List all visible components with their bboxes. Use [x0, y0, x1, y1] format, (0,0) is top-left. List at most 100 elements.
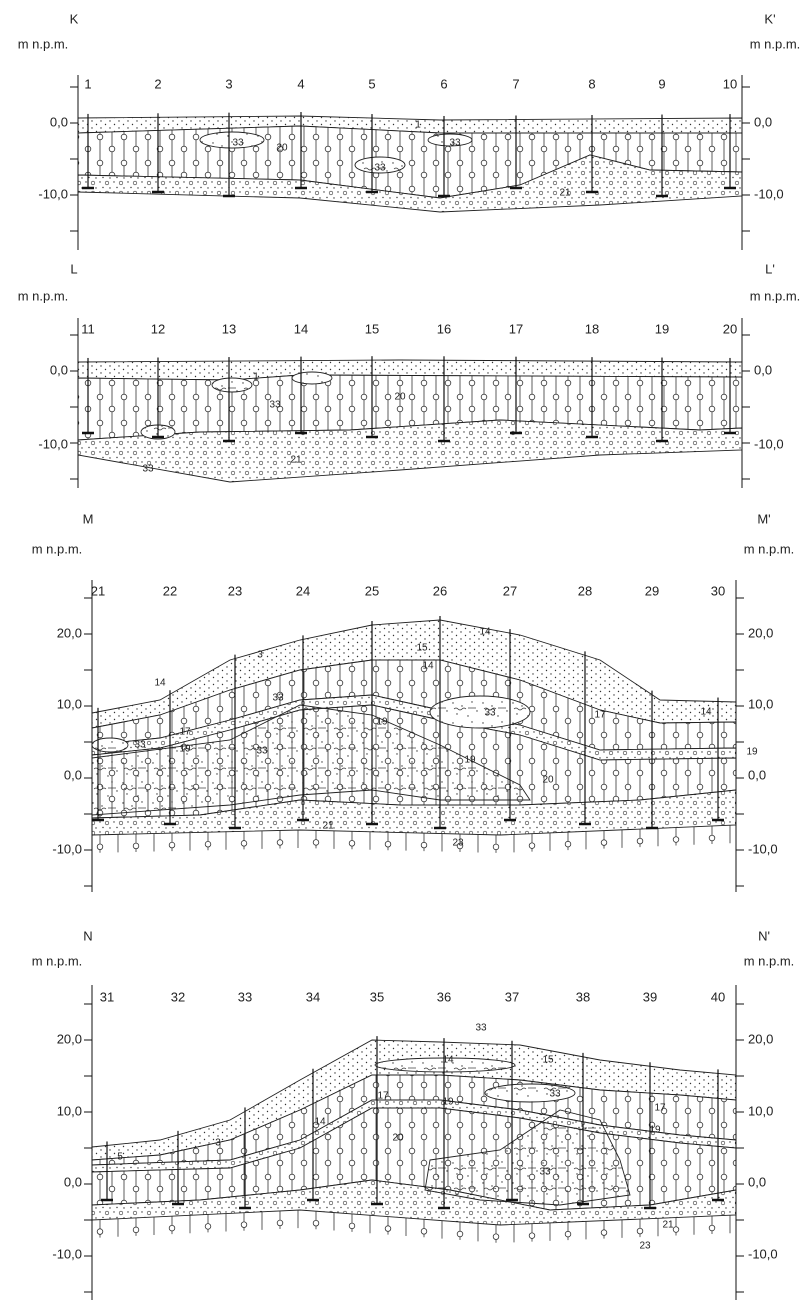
section-id: K [70, 11, 79, 26]
layer-23 [672, 1226, 680, 1233]
unit-label: m n.p.m. [750, 288, 801, 303]
layer-label: 19 [649, 1125, 661, 1136]
layer-label: 19 [464, 755, 476, 766]
borehole-number: 15 [365, 321, 379, 336]
sand-body [91, 704, 531, 816]
depth-label: 0,0 [754, 114, 772, 129]
layer-23 [240, 840, 248, 847]
layer-23 [276, 839, 284, 846]
borehole-number: 4 [297, 76, 304, 91]
borehole-number: 30 [711, 583, 725, 598]
section-id: K' [764, 11, 775, 26]
borehole-number: 10 [723, 76, 737, 91]
borehole-number: 34 [306, 989, 320, 1004]
section-id: M' [757, 511, 770, 526]
depth-label: -10,0 [52, 841, 82, 856]
unit-label: m n.p.m. [18, 36, 69, 51]
layer-23 [384, 1225, 392, 1232]
layer-label: 19 [376, 717, 388, 728]
section-id: N' [758, 928, 770, 943]
borehole-number: 36 [437, 989, 451, 1004]
layer-23 [312, 839, 320, 846]
borehole-number: 21 [91, 583, 105, 598]
layer-23 [204, 1223, 212, 1230]
layer-23 [708, 834, 716, 842]
layer-label: 19 [179, 744, 191, 755]
layer-label: 33 [475, 1023, 487, 1034]
layer-label: 3 [257, 650, 263, 661]
depth-label: 0,0 [64, 1174, 82, 1189]
layer-label: 33 [269, 400, 281, 411]
layer-23 [708, 1224, 716, 1232]
unit-label: m n.p.m. [744, 541, 795, 556]
borehole-number: 32 [171, 989, 185, 1004]
layer-23 [492, 843, 500, 851]
layer-label: 14 [314, 1117, 326, 1128]
borehole-number: 14 [294, 321, 308, 336]
layer-label: 20 [276, 143, 288, 154]
layer-23 [312, 1219, 320, 1227]
borehole-number: 6 [440, 76, 447, 91]
borehole-number: 22 [163, 583, 177, 598]
layer-label: 20 [542, 775, 554, 786]
depth-label: -10,0 [754, 186, 784, 201]
layer-label: 17 [594, 710, 606, 721]
depth-label: 20,0 [57, 625, 82, 640]
layer-23 [420, 1228, 428, 1235]
section-id: L' [765, 261, 775, 276]
depth-label: -10,0 [38, 186, 68, 201]
layer-23 [96, 1228, 104, 1235]
depth-label: 10,0 [748, 696, 773, 711]
borehole-number: 13 [222, 321, 236, 336]
layer-23 [492, 1233, 500, 1240]
layer-label: 33 [232, 138, 244, 149]
layer-label: 33 [272, 693, 284, 704]
layer-label: 21 [662, 1220, 674, 1231]
layer-23 [168, 841, 176, 849]
borehole-number: 19 [655, 321, 669, 336]
depth-label: 10,0 [57, 1103, 82, 1118]
layer-label: 33 [142, 464, 154, 475]
section-id: N [83, 928, 92, 943]
section-id: M [83, 511, 94, 526]
depth-label: -10,0 [38, 436, 68, 451]
depth-label: 0,0 [64, 767, 82, 782]
depth-label: 10,0 [57, 696, 82, 711]
depth-label: 20,0 [748, 1031, 773, 1046]
layer-23 [384, 841, 392, 848]
borehole-number: 9 [658, 76, 665, 91]
layer-label: 17 [377, 1091, 389, 1102]
borehole-number: 40 [711, 989, 725, 1004]
layer-23 [96, 843, 104, 851]
borehole-number: 5 [368, 76, 375, 91]
depth-label: -10,0 [748, 841, 778, 856]
borehole-number: 7 [512, 76, 519, 91]
layer-23 [564, 1230, 572, 1238]
layer-23 [456, 1230, 464, 1238]
layer-label: 19 [442, 1097, 454, 1108]
sand-body [424, 1109, 631, 1206]
depth-label: -10,0 [52, 1246, 82, 1261]
lens [200, 132, 264, 148]
layer-label: 19 [746, 747, 758, 758]
layer-label: 21 [322, 821, 334, 832]
layer-label: 14 [700, 707, 712, 718]
layer-label: 1 [415, 120, 421, 131]
layer-label: 14 [422, 661, 434, 672]
layer-label: 33 [134, 740, 146, 751]
layer-label: 23 [639, 1241, 651, 1252]
depth-label: 0,0 [748, 1174, 766, 1189]
depth-label: -10,0 [748, 1246, 778, 1261]
unit-label: m n.p.m. [32, 953, 83, 968]
layer-label: 14 [154, 678, 166, 689]
layer-label: 33 [549, 1089, 561, 1100]
borehole-number: 16 [437, 321, 451, 336]
layer-label: 21 [290, 455, 302, 466]
borehole-number: 29 [645, 583, 659, 598]
layer-label: 17 [179, 727, 191, 738]
borehole-number: 28 [578, 583, 592, 598]
layer-23 [600, 839, 608, 846]
layer-23 [636, 837, 644, 845]
layer-23 [240, 1221, 248, 1228]
